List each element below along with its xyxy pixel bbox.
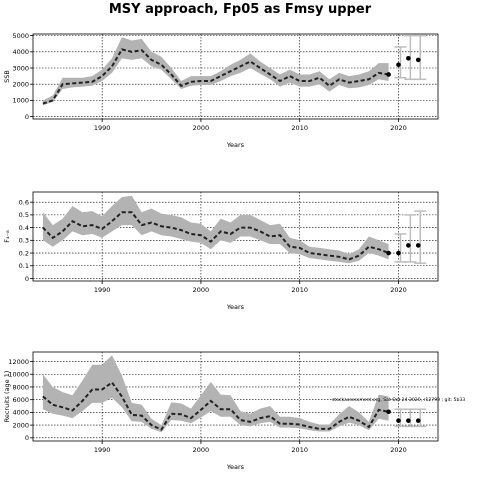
last-estimate-point (386, 72, 391, 77)
forecast-point (396, 250, 401, 256)
x-tick-label: 2010 (291, 446, 308, 454)
y-tick-label: 12000 (8, 358, 29, 366)
y-tick-label: 0.6 (19, 198, 29, 206)
y-tick-label: 2000 (12, 80, 29, 88)
forecast-point (415, 243, 421, 248)
confidence-band (42, 355, 389, 433)
y-tick-label: 8000 (12, 383, 29, 391)
confidence-band (42, 37, 389, 106)
y-axis-label: SSB (3, 70, 11, 83)
y-tick-label: 5000 (12, 32, 29, 40)
ssb-panel: 1990 2000 2010 2020 0 1000 2000 3000 4000 5000 Yea… (3, 32, 439, 149)
estimate-line (42, 381, 389, 431)
y-tick-label: 1000 (12, 97, 29, 105)
recruits-panel: 1990 2000 2010 2020 0 2000 4000 6000 8000 10000 12… (3, 351, 439, 471)
y-tick-label: 0.5 (19, 211, 29, 219)
plot-frame (32, 33, 439, 120)
x-axis-label: Years (226, 463, 245, 471)
y-tick-label: 6000 (12, 396, 29, 404)
y-tick-label: 10000 (8, 371, 29, 379)
last-estimate-point (386, 250, 391, 256)
x-tick-label: 1990 (94, 286, 111, 294)
plot-frame (32, 351, 439, 442)
y-tick-label: 4000 (12, 48, 29, 56)
y-tick-label: 0 (25, 434, 29, 442)
y-tick-label: 2000 (12, 421, 29, 429)
forecast-point (396, 418, 401, 423)
assessment-note: stockassessment.org, Sat Oct 24 2020, r1… (332, 397, 465, 403)
forecast-point (415, 418, 421, 423)
x-tick-label: 2020 (390, 124, 407, 132)
estimate-line (42, 211, 389, 261)
x-tick-label: 1990 (94, 124, 111, 132)
forecast-point (406, 55, 411, 61)
f-panel: 1990 2000 2010 2020 0 0.1 0.2 0.3 0.4 0.5 0.6 Years… (3, 191, 439, 311)
x-tick-label: 2010 (291, 124, 308, 132)
x-tick-label: 2000 (193, 286, 210, 294)
y-tick-label: 0.4 (19, 224, 29, 232)
y-tick-label: 0 (25, 275, 29, 283)
forecast-point (415, 57, 421, 63)
y-tick-label: 0.3 (19, 237, 29, 245)
x-tick-label: 2000 (193, 124, 210, 132)
x-tick-label: 2020 (390, 286, 407, 294)
y-axis-label: Recruits (age 1) (3, 371, 11, 423)
estimate-line (42, 48, 389, 105)
x-tick-label: 1990 (94, 446, 111, 454)
y-tick-label: 0 (25, 113, 29, 121)
y-tick-label: 0.1 (19, 262, 29, 270)
forecast-point (396, 62, 401, 68)
x-tick-label: 2010 (291, 286, 308, 294)
x-tick-label: 2000 (193, 446, 210, 454)
last-estimate-point (386, 409, 391, 415)
x-axis-label: Years (226, 141, 245, 149)
y-tick-label: 3000 (12, 64, 29, 72)
x-axis-label: Years (226, 303, 245, 311)
x-tick-label: 2020 (390, 446, 407, 454)
y-tick-label: 0.2 (19, 249, 29, 257)
y-tick-label: 4000 (12, 409, 29, 417)
panels: 1990 2000 2010 2020 0 1000 2000 3000 4000 5000 Yea… (3, 32, 465, 471)
forecast-point (406, 418, 411, 423)
y-axis-label: F₄₋₈ (3, 230, 11, 243)
forecast-point (406, 243, 411, 248)
figure-title: MSY approach, Fp05 as Fmsy upper (109, 2, 372, 17)
plot-frame (32, 191, 439, 282)
